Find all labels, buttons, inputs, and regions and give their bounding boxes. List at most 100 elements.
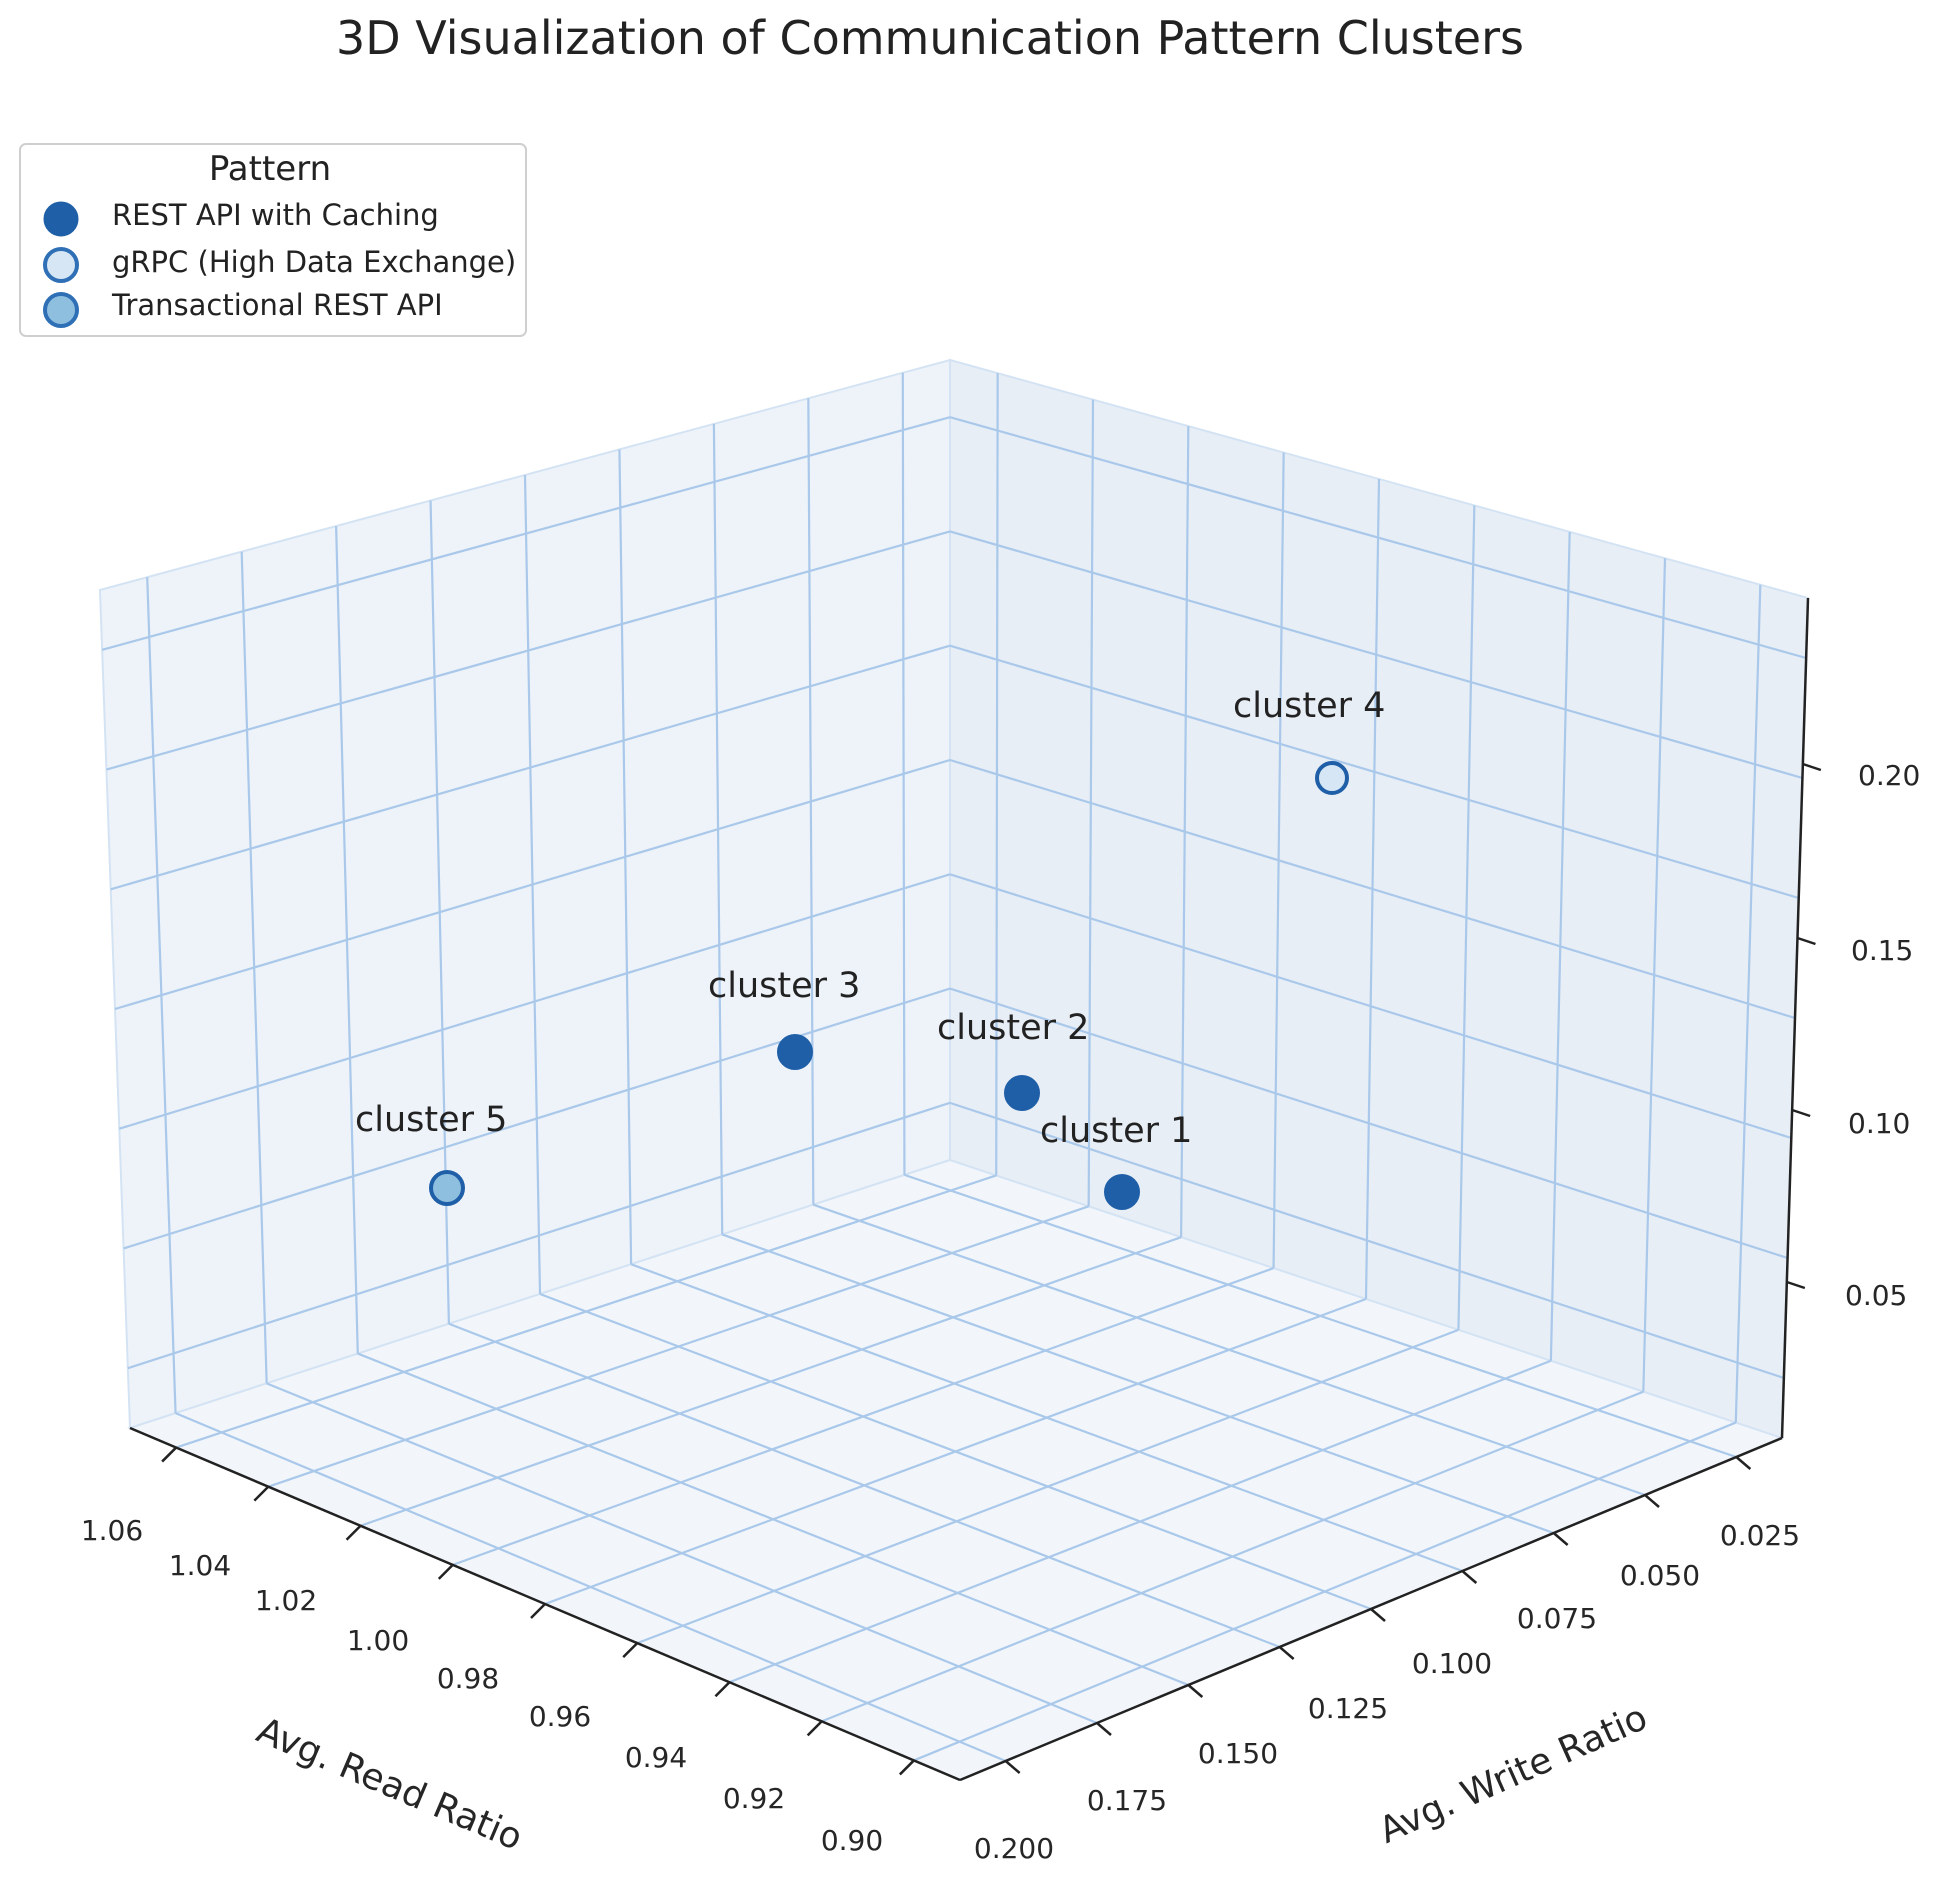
grid-lines xyxy=(101,372,1807,1763)
legend-item[interactable]: REST API with Caching xyxy=(43,198,439,237)
grid-line xyxy=(949,1101,1785,1380)
x-axis-label: Avg. Read Ratio xyxy=(251,1710,528,1859)
data-point[interactable] xyxy=(1004,1075,1040,1111)
legend-marker xyxy=(43,201,79,237)
grid-line xyxy=(949,873,1792,1140)
y-tick xyxy=(1461,1570,1478,1584)
grid-line xyxy=(949,644,1800,900)
y-tick xyxy=(1644,1494,1660,1508)
chart-title: 3D Visualization of Communication Patter… xyxy=(336,11,1524,65)
x-tick xyxy=(806,1720,823,1737)
x-tick xyxy=(899,1759,915,1776)
y-axis-label: Avg. Write Ratio xyxy=(1373,1697,1653,1852)
grid-line xyxy=(539,1292,1372,1611)
legend-label: REST API with Caching xyxy=(112,198,439,232)
z-tick xyxy=(1802,762,1822,772)
legend-item[interactable]: gRPC (High Data Exchange) xyxy=(43,245,516,283)
data-label: cluster 1 xyxy=(1040,1111,1192,1151)
grid-line xyxy=(721,1233,1555,1535)
z-tick xyxy=(1791,1108,1811,1118)
z-tick-label: 0.10 xyxy=(1848,1107,1910,1140)
y-tick xyxy=(1004,1760,1021,1774)
z-tick xyxy=(1786,1280,1806,1290)
grid-line xyxy=(448,1322,1281,1649)
data-label: cluster 3 xyxy=(708,966,860,1006)
x-tick xyxy=(437,1564,454,1580)
y-tick xyxy=(1370,1608,1386,1622)
legend-label: gRPC (High Data Exchange) xyxy=(112,245,516,279)
point-cluster-2: cluster 2 xyxy=(937,1008,1089,1111)
grid-line xyxy=(904,1173,1737,1459)
legend-item[interactable]: Transactional REST API xyxy=(43,288,443,328)
data-label: cluster 5 xyxy=(355,1100,507,1140)
z-tick-label: 0.05 xyxy=(1845,1279,1907,1312)
grid-line xyxy=(118,873,951,1130)
legend-marker xyxy=(43,292,79,328)
y-tick-labels: 0.025 0.050 0.075 0.100 0.125 0.150 0.17… xyxy=(974,1519,1800,1865)
grid-line xyxy=(949,987,1788,1260)
y-tick xyxy=(1096,1722,1112,1736)
data-point[interactable] xyxy=(429,1170,465,1206)
data-label: cluster 4 xyxy=(1233,686,1385,726)
grid-line xyxy=(114,758,951,1011)
grid-line xyxy=(123,987,951,1250)
x-tick-labels: 0.90 0.92 0.94 0.96 0.98 1.00 1.02 1.04 … xyxy=(81,1514,883,1857)
x-tick xyxy=(622,1642,639,1658)
grid-line xyxy=(812,1203,1646,1497)
x-tick-label: 0.98 xyxy=(437,1662,499,1695)
grid-line xyxy=(127,1101,951,1370)
z-tick-label: 0.15 xyxy=(1851,934,1913,967)
data-point[interactable] xyxy=(1104,1174,1140,1210)
x-tick-label: 1.04 xyxy=(169,1549,231,1582)
x-tick-label: 1.00 xyxy=(347,1624,409,1657)
legend-box xyxy=(19,143,527,337)
point-cluster-4: cluster 4 xyxy=(1233,686,1385,795)
grid-line xyxy=(949,758,1796,1020)
grid-line xyxy=(949,416,1807,660)
grid-line xyxy=(949,530,1803,780)
point-cluster-3: cluster 3 xyxy=(708,966,860,1070)
x-tick-label: 1.06 xyxy=(81,1514,143,1547)
grid-line xyxy=(266,1382,1098,1725)
x-tick-label: 0.94 xyxy=(625,1741,687,1774)
y-tick-label: 0.175 xyxy=(1087,1784,1167,1817)
y-tick-label: 0.125 xyxy=(1308,1692,1388,1725)
y-tick-label: 0.150 xyxy=(1198,1737,1278,1770)
y-tick xyxy=(1187,1684,1204,1698)
z-tick-label: 0.20 xyxy=(1858,759,1920,792)
legend-title: Pattern xyxy=(209,149,331,189)
x-tick-label: 0.90 xyxy=(821,1824,883,1857)
z-tick xyxy=(1797,936,1816,946)
y-tick xyxy=(1278,1646,1295,1660)
z-tick-labels: 0.05 0.10 0.15 0.20 xyxy=(1845,759,1920,1312)
x-tick-label: 0.92 xyxy=(723,1782,785,1815)
x-tick xyxy=(714,1681,731,1698)
grid-line xyxy=(106,530,951,771)
x-tick xyxy=(345,1524,362,1541)
y-tick xyxy=(1552,1532,1569,1546)
grid-line xyxy=(101,416,951,651)
y-tick-label: 0.050 xyxy=(1620,1559,1700,1592)
y-tick-label: 0.025 xyxy=(1720,1519,1800,1552)
data-point[interactable] xyxy=(777,1034,813,1070)
z-axis-line xyxy=(1780,597,1810,1439)
legend: Pattern REST API with Caching gRPC (High… xyxy=(19,143,527,337)
data-label: cluster 2 xyxy=(937,1008,1089,1048)
x-tick-label: 1.02 xyxy=(255,1584,317,1617)
data-point[interactable] xyxy=(1315,761,1349,795)
x-tick xyxy=(253,1485,270,1502)
tick-marks xyxy=(161,762,1822,1776)
y-tick xyxy=(1735,1456,1752,1470)
point-cluster-5: cluster 5 xyxy=(355,1100,507,1206)
grid-line xyxy=(357,1352,1189,1687)
grid-line xyxy=(175,1412,1007,1763)
legend-label: Transactional REST API xyxy=(111,288,443,322)
x-tick-label: 0.96 xyxy=(529,1700,591,1733)
x-tick xyxy=(161,1446,177,1463)
grid-line xyxy=(110,644,951,891)
y-tick-label: 0.075 xyxy=(1517,1602,1597,1635)
y-tick-label: 0.200 xyxy=(974,1832,1054,1865)
x-tick xyxy=(530,1603,546,1619)
grid-line xyxy=(630,1263,1463,1573)
